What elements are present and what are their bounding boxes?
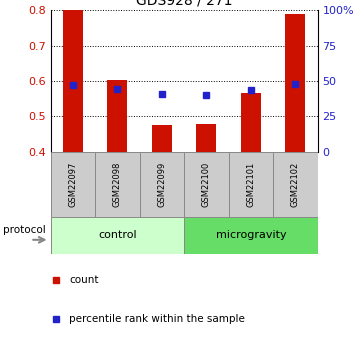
Bar [107, 80, 127, 152]
Bar [140, 152, 184, 217]
Bar [95, 152, 140, 217]
Bar [184, 217, 318, 254]
Bar [51, 152, 95, 217]
Bar [184, 152, 229, 217]
Text: GSM22101: GSM22101 [247, 162, 255, 207]
Bar [286, 14, 305, 152]
Bar [229, 152, 273, 217]
Bar [152, 125, 172, 152]
Text: GSM22099: GSM22099 [157, 162, 166, 207]
Text: GSM22098: GSM22098 [113, 162, 122, 207]
Text: GSM22102: GSM22102 [291, 162, 300, 207]
Text: count: count [69, 275, 99, 285]
Text: control: control [98, 230, 136, 240]
Text: GSM22097: GSM22097 [68, 162, 77, 207]
Text: protocol: protocol [3, 225, 45, 235]
Bar [51, 217, 184, 254]
Text: GSM22100: GSM22100 [202, 162, 211, 207]
Bar [241, 93, 261, 152]
Text: microgravity: microgravity [216, 230, 286, 240]
Text: percentile rank within the sample: percentile rank within the sample [69, 314, 245, 324]
Bar [63, 10, 83, 152]
Title: GDS928 / 271: GDS928 / 271 [136, 0, 232, 8]
Bar [196, 124, 216, 152]
Bar [273, 152, 318, 217]
